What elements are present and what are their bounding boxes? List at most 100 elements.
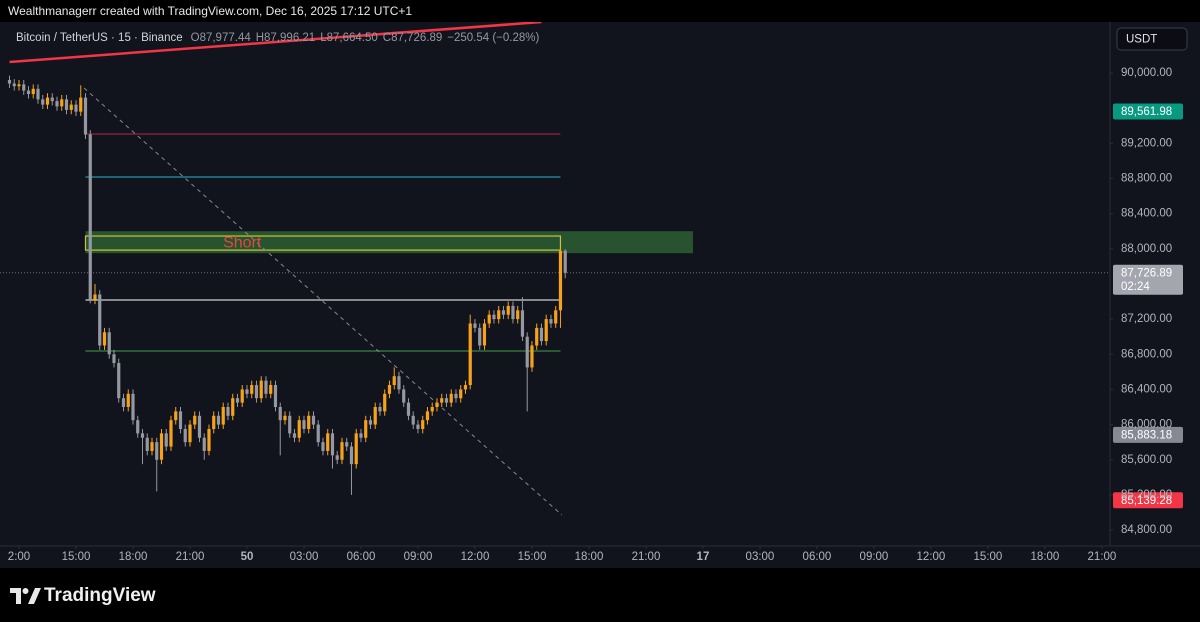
- y-tick-label: 86,400.00: [1121, 383, 1172, 395]
- x-tick-label: 03:00: [746, 551, 775, 563]
- candle-body: [511, 305, 515, 320]
- candle-body: [473, 323, 477, 328]
- plot-area: Short: [0, 22, 1110, 516]
- candle-body: [197, 415, 202, 438]
- candle-body: [535, 327, 539, 346]
- short-box[interactable]: [84, 235, 562, 251]
- candle-body: [349, 446, 354, 465]
- candle-body: [83, 97, 88, 135]
- candle-body: [41, 99, 45, 105]
- symbol-title: Bitcoin / TetherUS · 15 · Binance: [16, 32, 183, 44]
- candle-body: [12, 83, 16, 87]
- ohlc-value: −250.54 (−0.28%): [447, 32, 539, 44]
- candle-body: [297, 420, 301, 438]
- y-tick-label: 88,400.00: [1121, 208, 1172, 220]
- x-tick-label: 21:00: [632, 551, 661, 563]
- candle-body: [60, 99, 64, 107]
- x-tick-label: 06:00: [347, 551, 376, 563]
- candle-body: [102, 332, 107, 346]
- candle-body: [302, 420, 306, 429]
- price-tag-label: 85,883.18: [1121, 429, 1172, 441]
- candle-body: [45, 97, 50, 105]
- candle-body: [140, 433, 145, 438]
- candle-body: [421, 420, 425, 429]
- overlay: 89,561.98 85,883.18 85,139.28 87,726.89 02:2…: [1113, 103, 1183, 509]
- candle-body: [79, 97, 83, 112]
- candle-body: [121, 398, 126, 407]
- candle-body: [373, 406, 377, 425]
- candle-body: [497, 310, 501, 320]
- y-tick-label: 86,000.00: [1121, 419, 1172, 431]
- candle-body: [549, 319, 553, 324]
- candle-body: [254, 385, 259, 399]
- candle-body: [216, 415, 221, 425]
- candle-body: [136, 420, 140, 434]
- candle-body: [283, 415, 287, 421]
- candle-body: [340, 442, 344, 460]
- candle-body: [402, 389, 406, 403]
- candle-body: [326, 433, 330, 451]
- candle-body: [250, 385, 254, 394]
- ohlc-value: H87,996.21: [256, 32, 315, 44]
- candle-body: [530, 345, 534, 368]
- footer-logo: TradingView: [44, 585, 156, 606]
- countdown: 02:24: [1121, 281, 1150, 293]
- y-tick-label: 85,600.00: [1121, 454, 1172, 466]
- ohlc-value: C87,726.89: [383, 32, 442, 44]
- candle-body: [378, 406, 382, 412]
- x-tick-label: 21:00: [1088, 551, 1117, 563]
- candle-body: [501, 310, 506, 315]
- candle-body: [231, 398, 235, 416]
- candle-body: [131, 393, 135, 421]
- candle-body: [468, 323, 472, 386]
- candle-body: [449, 393, 453, 403]
- candle-body: [264, 380, 268, 394]
- candle-body: [155, 442, 159, 460]
- candle-body: [397, 376, 401, 390]
- x-tick-label: 12:00: [461, 551, 490, 563]
- candle-body: [554, 310, 558, 324]
- candle-body: [117, 363, 121, 399]
- candle-body: [269, 385, 273, 394]
- candle-body: [17, 84, 21, 87]
- ohlc-value: L87,664.50: [320, 32, 378, 44]
- trend-line[interactable]: [83, 87, 563, 516]
- x-tick-label: 18:00: [119, 551, 148, 563]
- currency: USDT: [1126, 34, 1157, 46]
- candle-body: [174, 411, 178, 421]
- candle-body: [7, 80, 12, 84]
- currency-box[interactable]: [1116, 27, 1188, 51]
- candle-body: [292, 433, 297, 438]
- annotation[interactable]: Short: [223, 235, 262, 252]
- x-tick-label: 12:00: [917, 551, 946, 563]
- candle-body: [74, 104, 78, 112]
- candle-body: [202, 437, 206, 451]
- candle-body: [273, 385, 278, 407]
- x-tick-label: 21:00: [176, 551, 205, 563]
- attribution: Wealthmanagerr created with TradingView.…: [8, 4, 412, 18]
- candle-body: [463, 385, 468, 390]
- candle-body: [359, 433, 363, 438]
- candle-body: [516, 310, 520, 320]
- x-tick-label: 17: [697, 551, 710, 563]
- trend-line[interactable]: [9, 22, 542, 64]
- x-tick-label: 09:00: [404, 551, 433, 563]
- candle-body: [411, 415, 415, 425]
- candle-body: [193, 415, 197, 425]
- candle-body: [335, 455, 339, 460]
- y-tick-label: 89,200.00: [1121, 137, 1172, 149]
- candle-body: [69, 104, 73, 110]
- candle-body: [487, 314, 491, 324]
- candle-body: [150, 442, 154, 451]
- candle-body: [50, 97, 54, 102]
- candle-body: [321, 442, 325, 451]
- logo-mark-dot: [22, 588, 29, 594]
- candle-body: [307, 415, 311, 429]
- logo-mark-slash: [28, 588, 41, 604]
- x-tick-label: 15:00: [62, 551, 91, 563]
- y-tick-label: 85,200.00: [1121, 489, 1172, 501]
- candle-body: [354, 433, 358, 465]
- supply-zone[interactable]: [85, 231, 693, 254]
- y-tick-label: 86,800.00: [1121, 348, 1172, 360]
- candle-body: [259, 380, 263, 399]
